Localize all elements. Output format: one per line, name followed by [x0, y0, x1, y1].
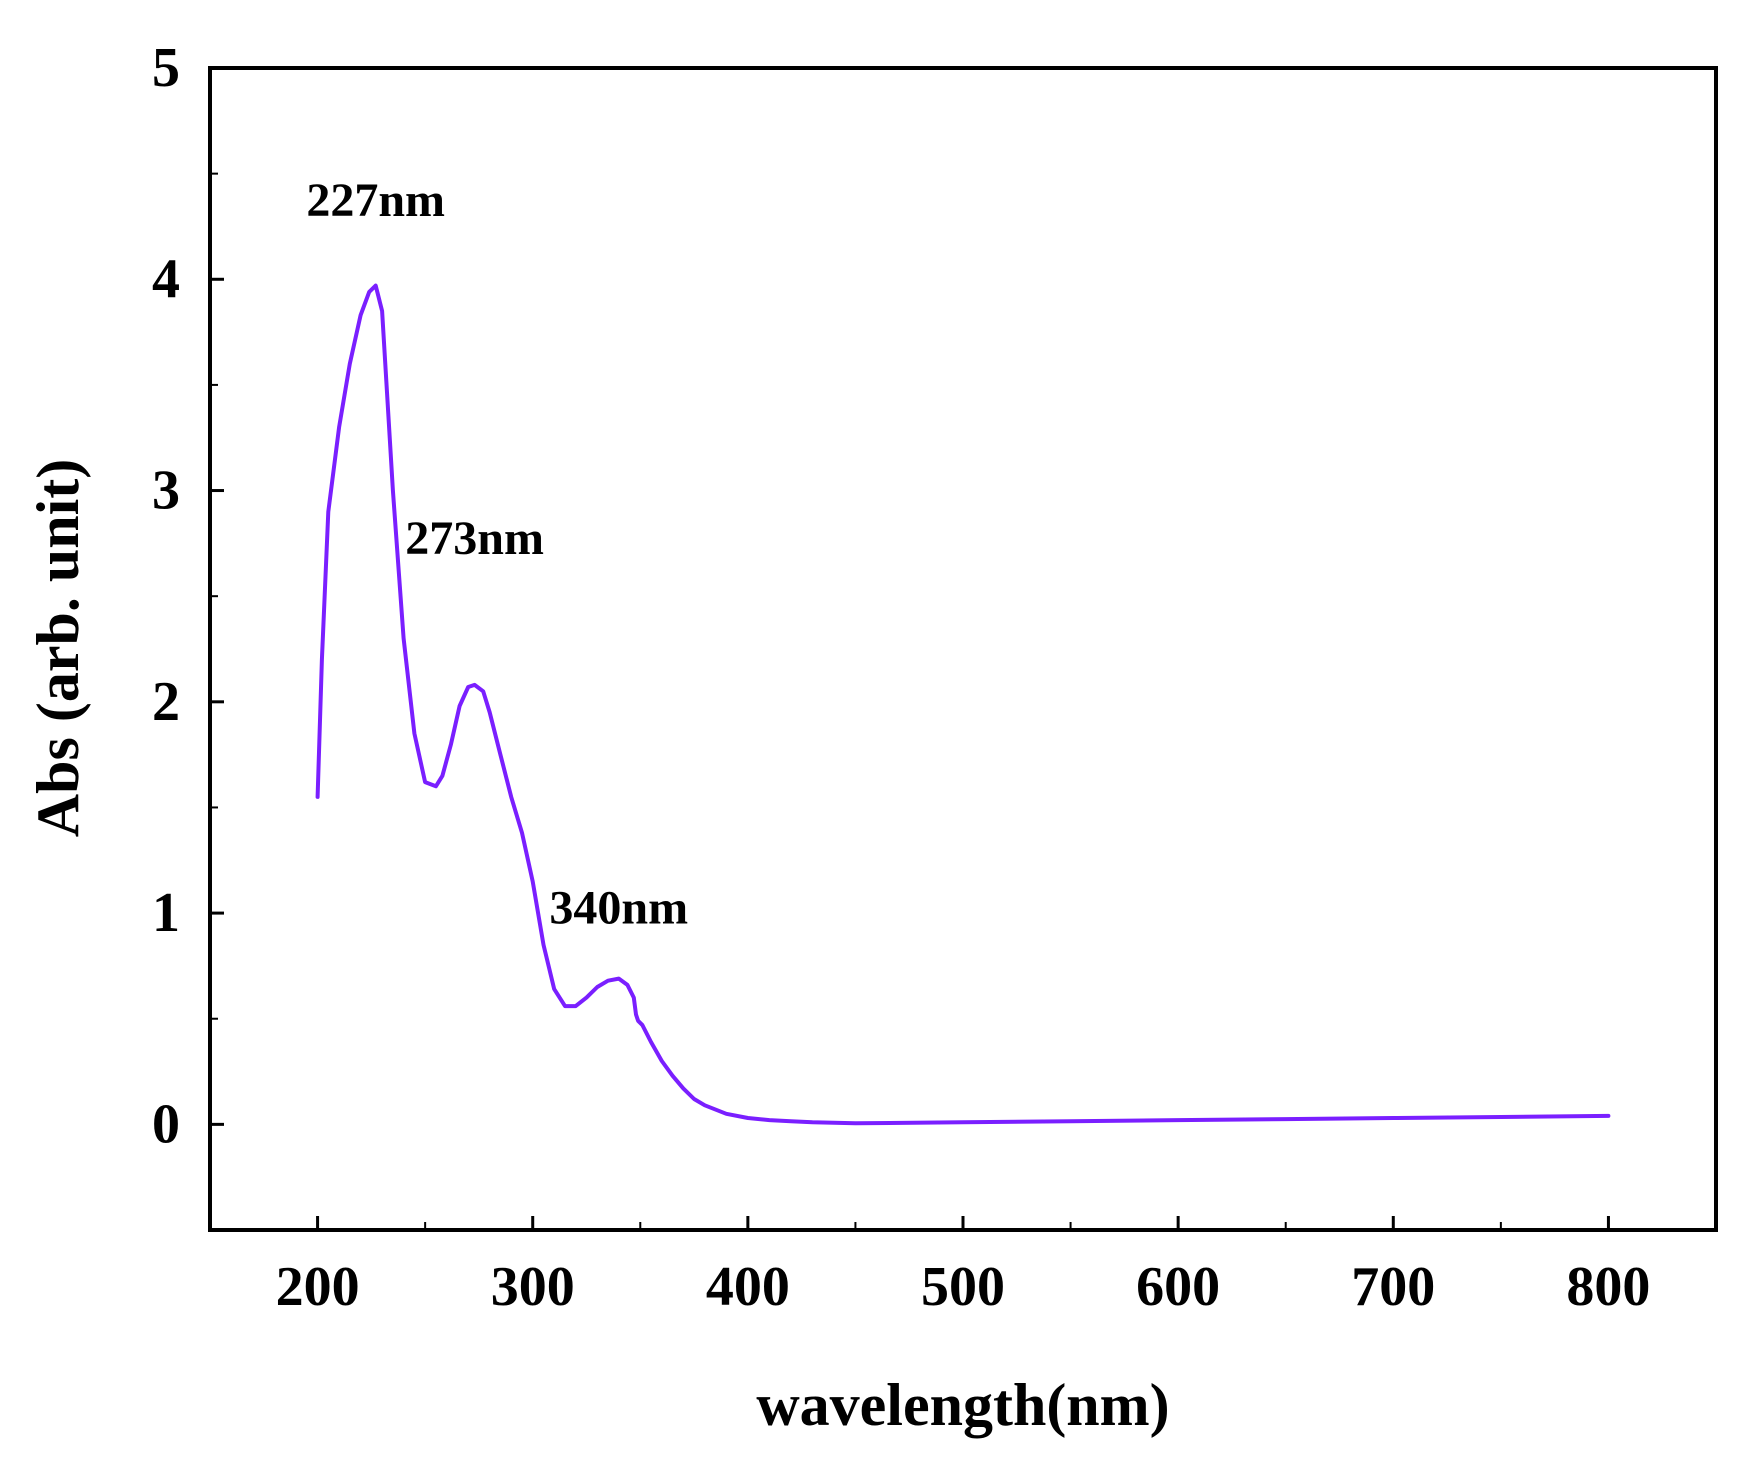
plot-frame [208, 66, 1718, 1232]
x-tick-label: 600 [1136, 1256, 1220, 1318]
peak-annotations: 227nm 273nm 340nm [306, 174, 688, 935]
x-tick-label: 200 [276, 1256, 360, 1318]
y-axis-title: Abs (arb. unit) [25, 459, 91, 837]
absorbance-line [315, 283, 1611, 1126]
x-tick-label: 700 [1351, 1256, 1435, 1318]
y-tick-label: 1 [152, 882, 180, 944]
peak-label-273nm: 273nm [405, 512, 544, 565]
y-tick-label: 4 [152, 248, 180, 310]
x-axis-title: wavelength(nm) [756, 1372, 1169, 1438]
peak-label-340nm: 340nm [549, 882, 688, 935]
y-tick-label: 5 [152, 37, 180, 99]
peak-label-227nm: 227nm [306, 174, 445, 227]
x-tick-label: 400 [706, 1256, 790, 1318]
y-tick-label: 0 [152, 1093, 180, 1155]
x-tick-label: 500 [921, 1256, 1005, 1318]
y-tick-label: 3 [152, 460, 180, 522]
x-axis-ticks: 200 300 400 500 600 700 800 [276, 1216, 1650, 1318]
y-axis-ticks: 0 1 2 3 4 5 [152, 37, 224, 1155]
y-tick-label: 2 [152, 671, 180, 733]
x-tick-label: 300 [491, 1256, 575, 1318]
x-tick-label: 800 [1566, 1256, 1650, 1318]
